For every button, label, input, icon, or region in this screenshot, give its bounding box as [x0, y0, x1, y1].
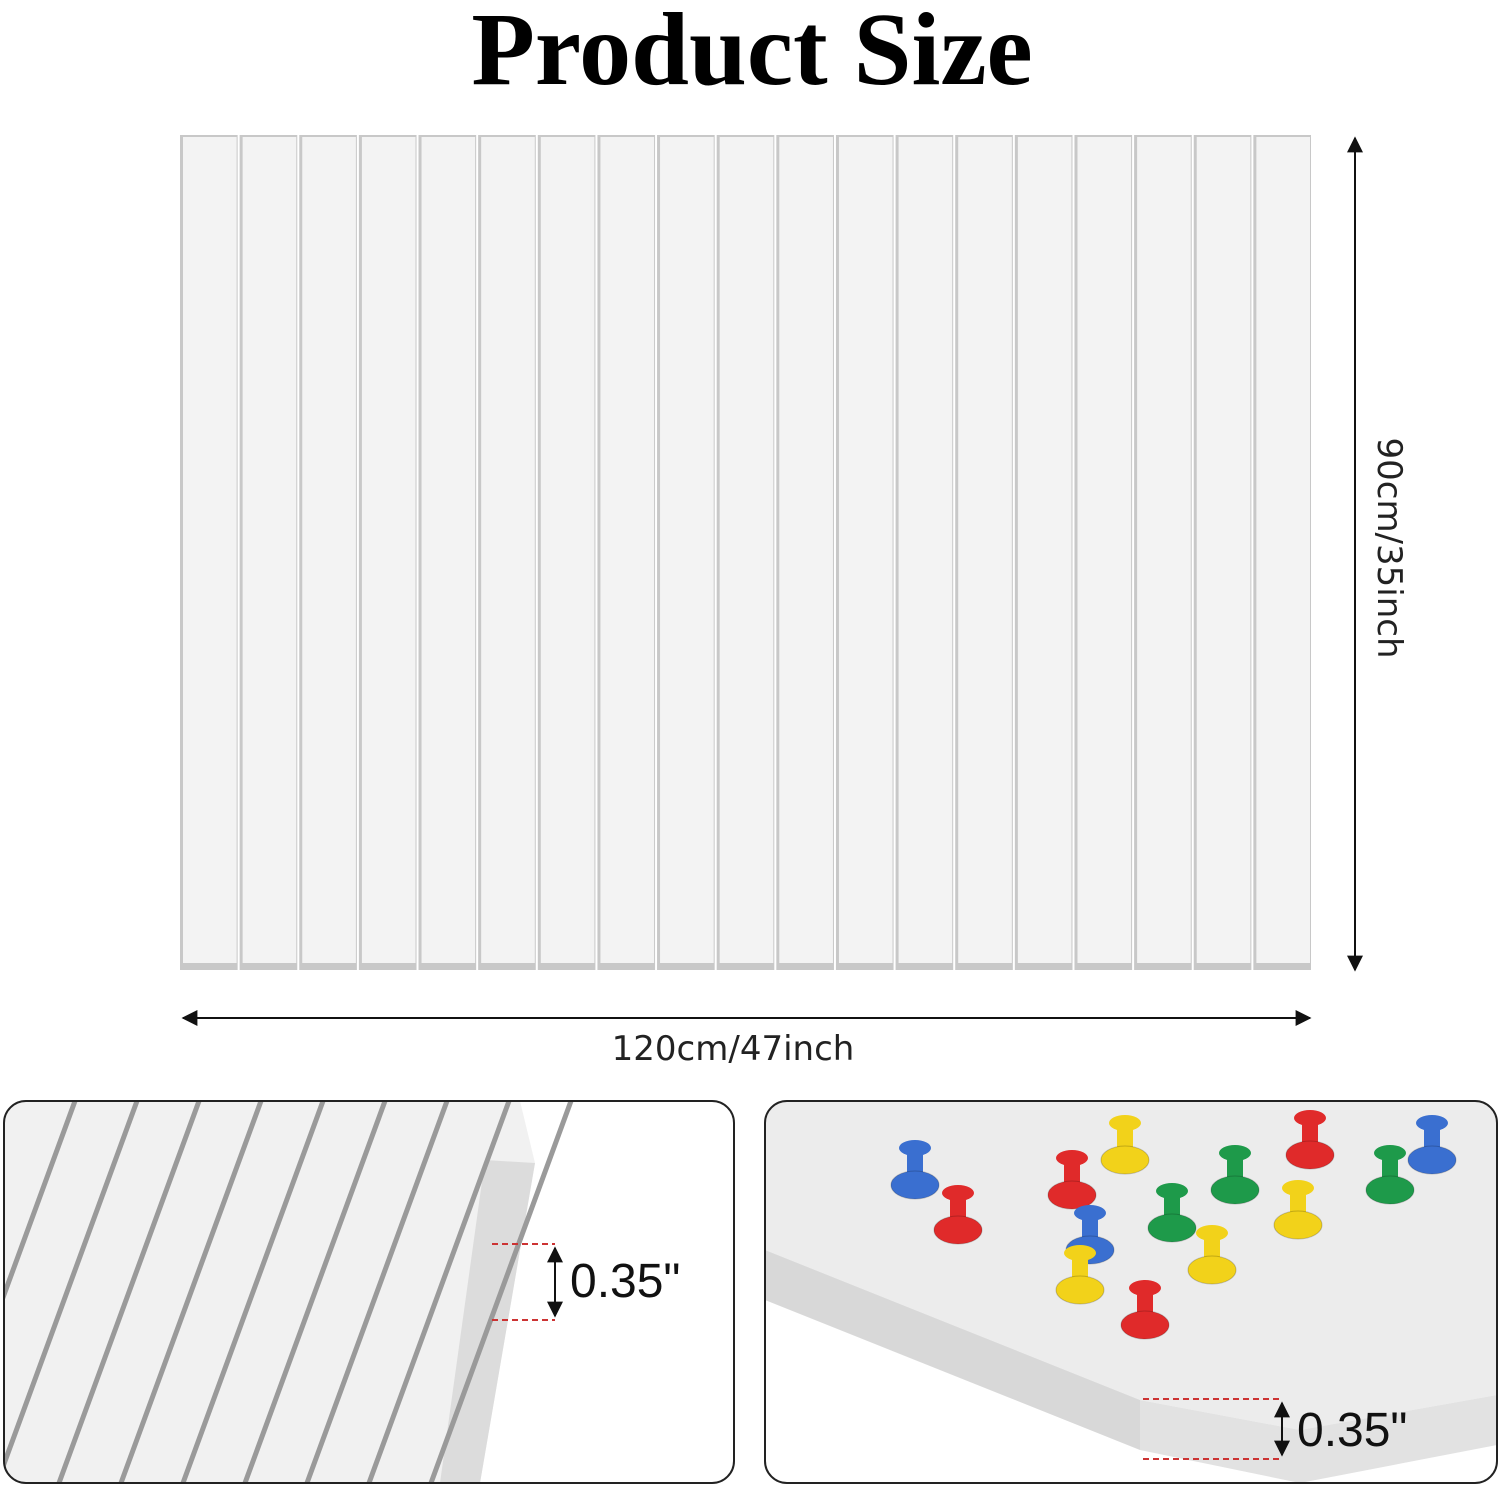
pin-top — [1196, 1225, 1228, 1241]
pin-base — [1273, 1210, 1323, 1240]
strip — [302, 137, 356, 963]
strip — [361, 137, 416, 963]
pin-top — [1282, 1180, 1314, 1196]
panel-frame — [3, 1100, 735, 1484]
strip — [779, 137, 833, 963]
pin-base — [1147, 1213, 1197, 1243]
pin-top — [1109, 1115, 1141, 1131]
pin-top — [1294, 1110, 1326, 1126]
strip — [1137, 137, 1191, 963]
title: Product Size — [471, 0, 1032, 107]
pin-base — [1055, 1275, 1105, 1305]
thickness-label: 0.35" — [570, 1255, 680, 1308]
groove — [56, 1101, 202, 1483]
groove — [4, 1101, 78, 1483]
strip — [421, 137, 476, 963]
strip — [242, 137, 297, 963]
pin-base — [1407, 1145, 1457, 1175]
height-label: 90cm/35inch — [1369, 437, 1409, 658]
pin-top — [1156, 1183, 1188, 1199]
groove — [118, 1101, 264, 1483]
pin-base — [1120, 1310, 1170, 1340]
strip — [183, 137, 237, 963]
width-label: 120cm/47inch — [612, 1029, 855, 1069]
strip — [540, 137, 595, 963]
pin-top — [1074, 1205, 1106, 1221]
pin-detail — [765, 1101, 1497, 1483]
edge-detail — [4, 1101, 574, 1483]
groove — [366, 1101, 512, 1483]
pin-top — [1219, 1145, 1251, 1161]
pin-base — [1210, 1175, 1260, 1205]
strip — [1017, 137, 1072, 963]
panel-frame — [764, 1100, 1498, 1484]
strip — [898, 137, 953, 963]
pin-top — [1056, 1150, 1088, 1166]
pin-top — [942, 1185, 974, 1201]
groove — [4, 1101, 140, 1483]
strip — [660, 137, 714, 963]
pin-base — [933, 1215, 983, 1245]
strip — [600, 137, 655, 963]
thickness-label: 0.35" — [1297, 1404, 1407, 1457]
groove — [242, 1101, 388, 1483]
strip — [719, 137, 774, 963]
groove — [304, 1101, 450, 1483]
strip — [1077, 137, 1132, 963]
groove — [428, 1101, 574, 1483]
strip — [1196, 137, 1251, 963]
groove — [180, 1101, 326, 1483]
pin-base — [1285, 1140, 1335, 1170]
pin-top — [1374, 1145, 1406, 1161]
strip — [1256, 137, 1310, 963]
felt-panel — [180, 135, 1311, 970]
pin-top — [1129, 1280, 1161, 1296]
pin-top — [1416, 1115, 1448, 1131]
pin-base — [1100, 1145, 1150, 1175]
pin-top — [1064, 1245, 1096, 1261]
pin-base — [1047, 1180, 1097, 1210]
pin-base — [890, 1170, 940, 1200]
pin-base — [1187, 1255, 1237, 1285]
strip — [481, 137, 535, 963]
pin-base — [1365, 1175, 1415, 1205]
pin-top — [899, 1140, 931, 1156]
strip — [838, 137, 893, 963]
strip — [958, 137, 1012, 963]
